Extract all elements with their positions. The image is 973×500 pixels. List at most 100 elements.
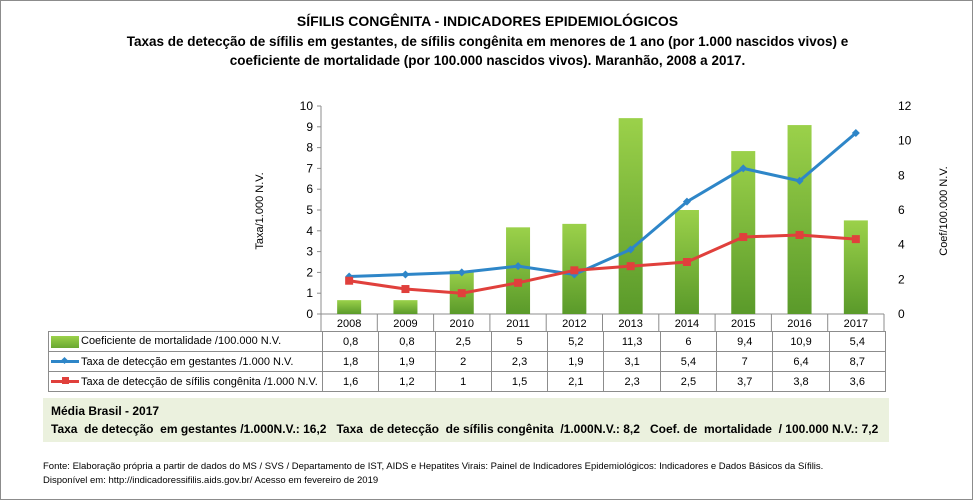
y-right-axis-label: Coef/100.000 N.V.: [938, 166, 950, 256]
table-row: Taxa de detecção de sífilis congênita /1…: [48, 371, 886, 392]
y-right-tick-label: 8: [898, 168, 905, 182]
x-tick-label: 2009: [393, 318, 417, 330]
point-congenita: [795, 230, 804, 239]
y-left-tick-label: 6: [306, 182, 313, 196]
y-left-axis-label: Taxa/1.000 N.V.: [254, 172, 266, 249]
point-gestantes: [739, 164, 748, 173]
bar-mortality: [731, 151, 756, 314]
footnote-source: Fonte: Elaboração própria a partir de da…: [43, 461, 824, 472]
legend-key: [51, 335, 79, 348]
y-right-tick-label: 12: [898, 99, 912, 113]
point-gestantes: [401, 270, 410, 279]
point-congenita: [514, 278, 523, 287]
table-cell: 2,3: [603, 371, 661, 392]
legend-key: [51, 377, 79, 385]
legend-key: [51, 357, 79, 365]
point-congenita: [682, 258, 691, 266]
table-cell: 2,1: [547, 371, 605, 392]
y-left-tick-label: 7: [306, 161, 313, 175]
x-tick-label: 2013: [618, 318, 642, 330]
point-congenita: [739, 233, 748, 242]
y-left-tick-label: 4: [306, 224, 313, 238]
chart-subtitle-1: Taxas de detecção de sífilis em gestante…: [126, 34, 849, 49]
table-cell: 5,4: [828, 331, 886, 352]
table-row: Taxa de detecção em gestantes /1.000 N.V…: [48, 351, 886, 372]
point-gestantes: [457, 268, 466, 277]
point-gestantes: [795, 176, 804, 185]
table-cell: 5,4: [659, 351, 718, 372]
y-left-tick-label: 0: [306, 307, 313, 321]
x-tick-label: 2015: [731, 318, 755, 330]
legend-label: Coeficiente de mortalidade /100.000 N.V.: [81, 335, 282, 348]
table-cell: 3,6: [828, 371, 886, 392]
x-tick-label: 2014: [675, 318, 699, 330]
point-gestantes: [682, 197, 691, 206]
data-table: Coeficiente de mortalidade /100.000 N.V.…: [48, 331, 886, 392]
y-right-tick-label: 6: [898, 203, 905, 217]
table-cell: 11,3: [603, 331, 661, 352]
bar-mortality: [618, 118, 643, 314]
y-right-tick-label: 2: [898, 272, 905, 286]
table-cell: 1: [434, 371, 492, 392]
footnote-availability: Disponível em: http://indicadoressifilis…: [43, 475, 379, 486]
y-left-tick-label: 2: [306, 265, 313, 279]
x-tick-label: 2010: [450, 318, 474, 330]
legend-label: Taxa de detecção em gestantes /1.000 N.V…: [81, 355, 294, 368]
table-cell: 2: [434, 351, 492, 372]
x-tick-label: 2017: [844, 318, 868, 330]
x-tick-label: 2008: [337, 318, 361, 330]
table-cell: 0,8: [378, 331, 436, 352]
table-cell: 1,8: [321, 351, 380, 372]
table-row: Coeficiente de mortalidade /100.000 N.V.…: [48, 331, 886, 352]
bar-mortality: [506, 227, 531, 314]
x-tick-label: 2012: [562, 318, 586, 330]
bar-mortality: [843, 220, 868, 314]
legend-entry: Taxa de detecção em gestantes /1.000 N.V…: [48, 351, 323, 372]
brazil-average-title: Média Brasil - 2017: [51, 404, 160, 418]
table-cell: 10,9: [772, 331, 830, 352]
table-cell: 1,5: [490, 371, 549, 392]
y-left-tick-label: 5: [306, 203, 313, 217]
table-cell: 3,8: [772, 371, 830, 392]
legend-entry: Taxa de detecção de sífilis congênita /1…: [48, 371, 323, 392]
point-gestantes: [626, 245, 635, 254]
footnote: Fonte: Elaboração própria a partir de da…: [43, 460, 823, 488]
bar-mortality: [393, 300, 418, 314]
y-left-tick-label: 1: [306, 286, 313, 300]
x-tick-label: 2016: [787, 318, 811, 330]
table-cell: 1,6: [321, 371, 380, 392]
line-gestantes: [349, 131, 857, 279]
brazil-average-box: Média Brasil - 2017 Taxa de detecção em …: [43, 398, 889, 442]
table-cell: 2,5: [434, 331, 492, 352]
table-cell: 1,2: [378, 371, 436, 392]
line-congenita: [348, 233, 856, 295]
point-gestantes: [514, 262, 523, 271]
brazil-average-values: Taxa de detecção em gestantes /1.000N.V.…: [51, 422, 879, 436]
y-left-tick-label: 9: [306, 120, 313, 134]
point-congenita: [457, 289, 466, 298]
table-cell: 5: [490, 331, 549, 352]
point-gestantes: [851, 129, 860, 138]
table-cell: 5,2: [547, 331, 605, 352]
point-congenita: [401, 285, 410, 294]
table-cell: 3,7: [716, 371, 774, 392]
table-cell: 0,8: [321, 331, 380, 352]
x-tick-label: 2011: [506, 318, 530, 330]
y-right-tick-label: 0: [898, 307, 905, 321]
point-congenita: [345, 276, 354, 285]
y-left-tick-label: 10: [300, 99, 314, 113]
table-cell: 3,1: [603, 351, 661, 372]
y-right-tick-label: 4: [898, 238, 905, 252]
table-cell: 6: [659, 331, 718, 352]
table-cell: 9,4: [716, 331, 774, 352]
table-cell: 2,5: [659, 371, 718, 392]
legend-label: Taxa de detecção de sífilis congênita /1…: [81, 375, 318, 388]
point-congenita: [570, 266, 579, 275]
point-congenita: [626, 262, 635, 271]
legend-entry: Coeficiente de mortalidade /100.000 N.V.: [48, 331, 323, 352]
y-left-tick-label: 3: [306, 245, 313, 259]
table-cell: 1,9: [378, 351, 436, 372]
table-cell: 8,7: [828, 351, 886, 372]
